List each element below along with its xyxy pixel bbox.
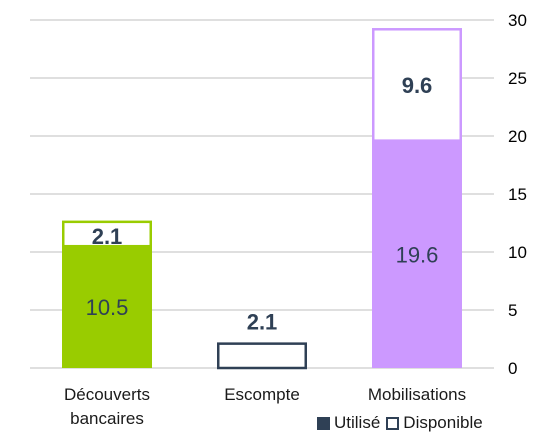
bar-used [62,246,152,368]
legend-item-available: Disponible [386,413,483,433]
y-tick-label: 25 [508,69,527,88]
bar-available [217,342,307,370]
data-label-used: 19.6 [396,242,439,267]
data-label-used: 10.5 [86,295,129,320]
bar-available [372,28,462,142]
y-tick-label: 10 [508,243,527,262]
legend: Utilisé Disponible [317,413,489,433]
category-label: Mobilisations [368,385,466,404]
y-tick-label: 15 [508,185,527,204]
category-label: Escompte [224,385,300,404]
legend-label-available: Disponible [403,413,483,432]
bar-available [62,220,152,248]
y-tick-label: 20 [508,127,527,146]
y-tick-label: 0 [508,359,517,378]
legend-swatch-available [386,416,400,430]
legend-swatch-used [317,416,330,430]
category-label: Découverts [64,385,150,404]
legend-item-used: Utilisé [317,413,380,433]
bar-used [372,140,462,368]
legend-label-used: Utilisé [334,413,381,432]
y-tick-label: 5 [508,301,517,320]
y-tick-label: 30 [508,11,527,30]
data-label-available: 2.1 [92,224,123,249]
data-label-available: 2.1 [247,310,278,335]
data-label-available: 9.6 [402,73,433,98]
category-label: bancaires [70,409,144,428]
